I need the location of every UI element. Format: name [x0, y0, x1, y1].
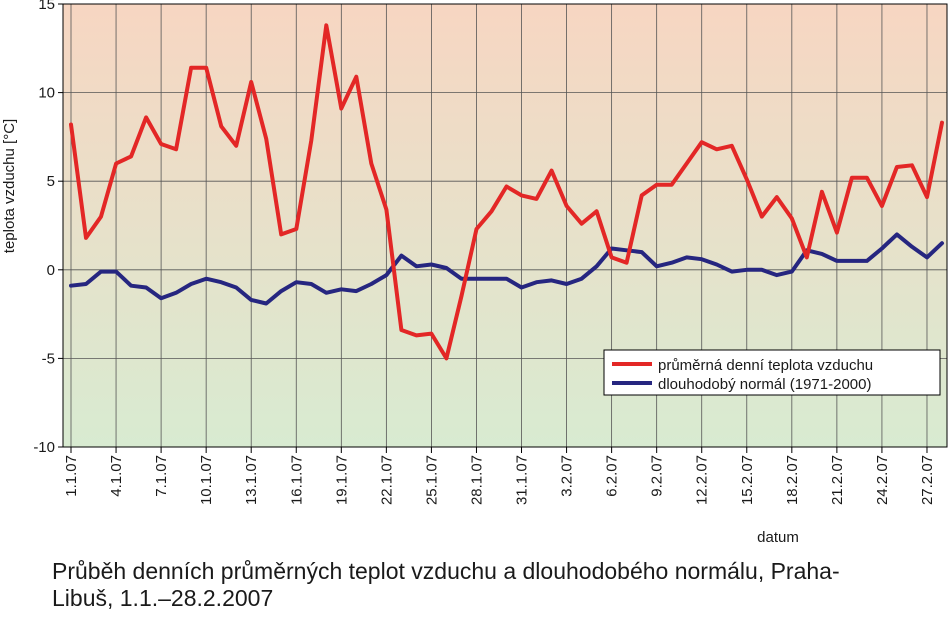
- y-tick-label: 15: [38, 0, 55, 13]
- x-tick-label: 15.2.07: [739, 455, 756, 505]
- x-tick-label: 24.2.07: [874, 455, 891, 505]
- y-tick-label: 0: [47, 262, 55, 279]
- x-tick-label: 31.1.07: [514, 455, 531, 505]
- temperature-chart: -10 -5 0 5 10 15 1.1.07 4.1.07 7.1.07 10.1.07 13.…: [1, 0, 948, 546]
- series-line-temperature: [69, 23, 944, 361]
- x-tick-label: 27.2.07: [919, 455, 936, 505]
- chart-caption: Průběh denních průměrných teplot vzduchu…: [52, 558, 932, 612]
- series-lines: [69, 23, 944, 361]
- legend-label-normal: dlouhodobý normál (1971-2000): [658, 376, 871, 393]
- caption-line-2: Libuš, 1.1.–28.2.2007: [52, 585, 274, 611]
- legend-label-temperature: průměrná denní teplota vzduchu: [658, 357, 873, 374]
- x-tick-label: 6.2.07: [604, 455, 621, 497]
- x-axis-ticks: 1.1.07 4.1.07 7.1.07 10.1.07 13.1.07 16.1.07 1…: [63, 447, 936, 505]
- x-tick-label: 22.1.07: [378, 455, 395, 505]
- x-tick-label: 12.2.07: [694, 455, 711, 505]
- y-tick-label: 10: [38, 85, 55, 102]
- y-tick-label: 5: [47, 173, 55, 190]
- x-tick-label: 9.2.07: [649, 455, 666, 497]
- y-axis-ticks: -10 -5 0 5 10 15: [33, 0, 63, 456]
- x-tick-label: 18.2.07: [784, 455, 801, 505]
- x-tick-label: 25.1.07: [423, 455, 440, 505]
- y-axis-label: teplota vzduchu [°C]: [1, 119, 18, 253]
- x-tick-label: 19.1.07: [333, 455, 350, 505]
- x-tick-label: 16.1.07: [288, 455, 305, 505]
- x-axis-label: datum: [757, 529, 799, 546]
- plot-border: [62, 3, 948, 448]
- y-tick-label: -5: [42, 350, 55, 367]
- x-tick-label: 4.1.07: [108, 455, 125, 497]
- x-tick-label: 28.1.07: [468, 455, 485, 505]
- caption-line-1: Průběh denních průměrných teplot vzduchu…: [52, 558, 840, 584]
- x-tick-label: 3.2.07: [559, 455, 576, 497]
- y-tick-label: -10: [33, 439, 55, 456]
- legend: průměrná denní teplota vzduchu dlouhodob…: [603, 349, 941, 396]
- legend-box: [603, 349, 941, 396]
- x-tick-label: 13.1.07: [243, 455, 260, 505]
- series-line-normal: [69, 232, 944, 306]
- x-tick-label: 21.2.07: [829, 455, 846, 505]
- x-tick-label: 1.1.07: [63, 455, 80, 497]
- x-tick-label: 7.1.07: [153, 455, 170, 497]
- x-tick-label: 10.1.07: [198, 455, 215, 505]
